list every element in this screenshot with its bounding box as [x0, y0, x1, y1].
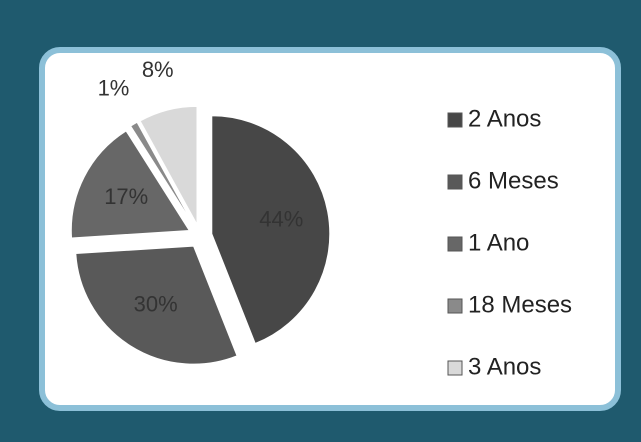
legend-swatch	[447, 174, 463, 190]
data-label: 30%	[134, 292, 178, 317]
legend-swatch	[447, 360, 463, 376]
legend-swatch	[447, 236, 463, 252]
legend-swatch	[447, 298, 463, 314]
data-label: 8%	[142, 57, 174, 82]
pie-slice	[129, 121, 195, 226]
data-label: 1%	[98, 75, 130, 100]
legend-label: 2 Anos	[468, 105, 541, 132]
pie-slice	[211, 115, 331, 345]
pie-slice	[139, 105, 198, 225]
data-label: 44%	[259, 206, 303, 231]
pie-slice	[75, 245, 238, 365]
legend-swatch	[447, 112, 463, 128]
legend-label: 3 Anos	[468, 353, 541, 380]
legend-label: 18 Meses	[468, 291, 572, 318]
legend-label: 6 Meses	[468, 167, 559, 194]
legend-label: 1 Ano	[468, 229, 529, 256]
pie-slice	[70, 130, 191, 239]
data-label: 17%	[104, 184, 148, 209]
